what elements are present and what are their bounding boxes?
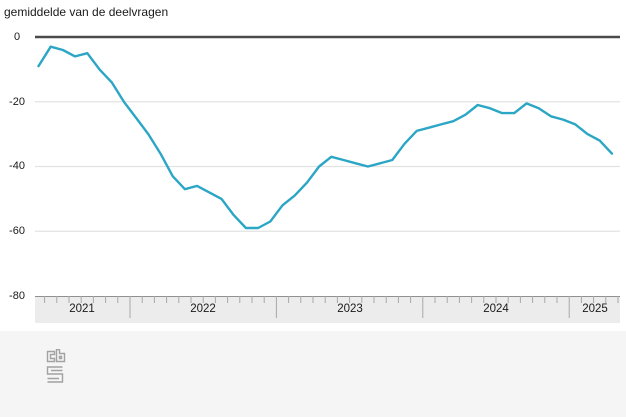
x-axis-band: [35, 296, 620, 323]
y-axis-label-80: -80: [9, 290, 25, 302]
cbs-logo-glyph: [46, 348, 66, 383]
logo-letter-b: [55, 348, 66, 363]
x-axis-year-2024: 2024: [483, 303, 509, 315]
cbs-logo: [44, 348, 66, 383]
chart-title: gemiddelde van de deelvragen: [4, 5, 169, 19]
trend-line: [37, 45, 614, 230]
footer-strip: [0, 331, 626, 417]
plot-area[interactable]: [0, 0, 626, 340]
logo-letter-s: [46, 366, 64, 383]
y-axis-label-0: 0: [13, 31, 21, 43]
x-axis-year-2025: 2025: [582, 303, 608, 315]
y-axis-label-60: -60: [9, 225, 25, 237]
y-axis-label-40: -40: [9, 160, 25, 172]
y-axis-label-20: -20: [9, 96, 25, 108]
x-axis-year-2021: 2021: [69, 303, 95, 315]
logo-letter-c: [46, 350, 56, 363]
x-axis-year-2022: 2022: [190, 303, 216, 315]
x-axis-year-2023: 2023: [337, 303, 363, 315]
